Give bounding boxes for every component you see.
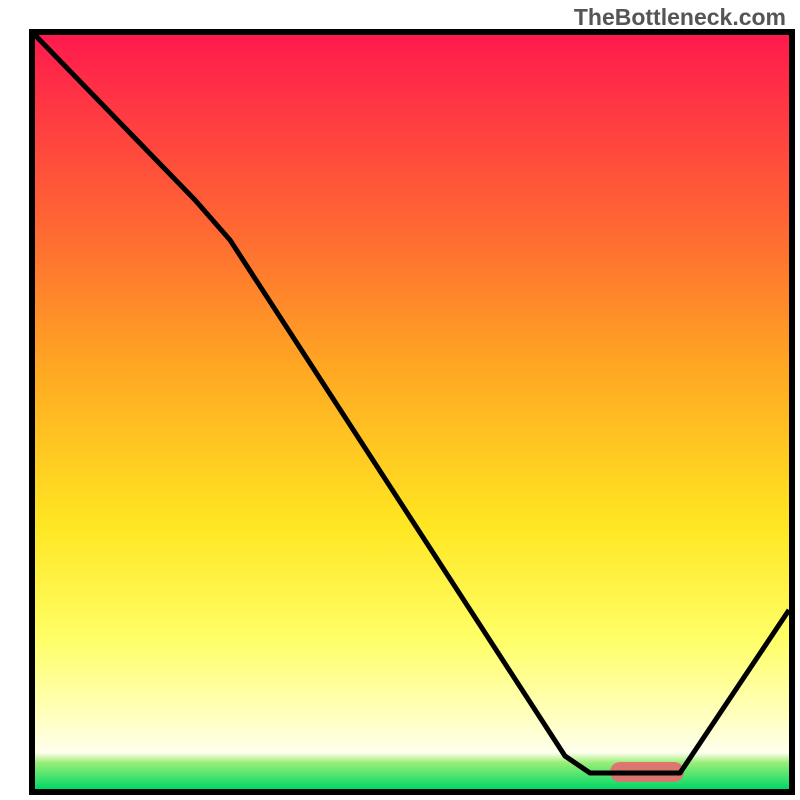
bottleneck-chart — [0, 0, 800, 800]
watermark-text: TheBottleneck.com — [574, 4, 786, 31]
chart-container: TheBottleneck.com — [0, 0, 800, 800]
